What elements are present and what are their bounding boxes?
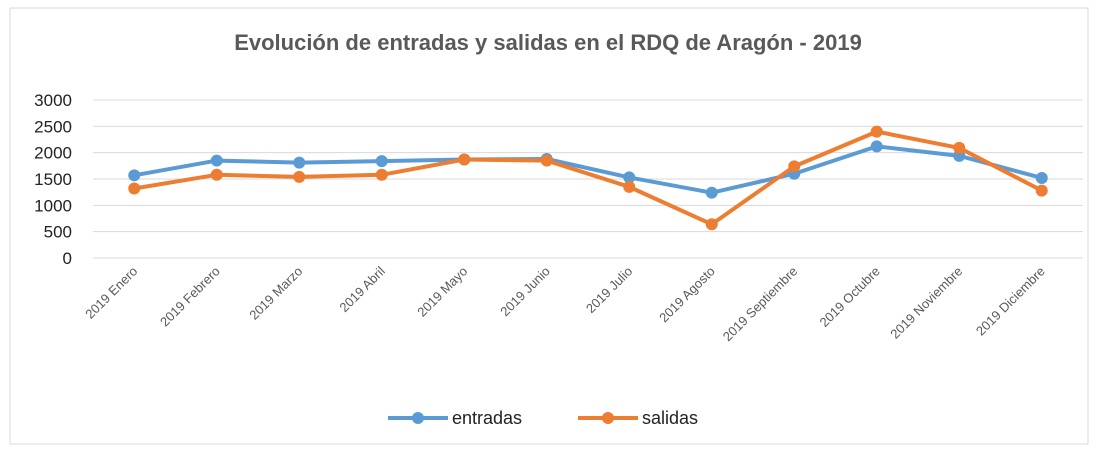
point xyxy=(128,182,141,195)
series-line xyxy=(133,144,1043,195)
point xyxy=(458,153,471,166)
point xyxy=(623,171,636,184)
point xyxy=(953,141,966,154)
legend-label: salidas xyxy=(642,408,698,428)
point xyxy=(375,168,388,181)
y-tick-label: 0 xyxy=(63,249,72,268)
point xyxy=(375,155,388,168)
point xyxy=(128,169,141,182)
y-tick-label: 1000 xyxy=(34,196,72,215)
point xyxy=(540,154,553,167)
series-line xyxy=(133,129,1043,227)
y-tick-label: 3000 xyxy=(34,91,72,110)
y-tick-label: 2000 xyxy=(34,144,72,163)
legend-marker xyxy=(602,412,614,424)
point xyxy=(705,218,718,231)
point xyxy=(623,180,636,193)
point xyxy=(788,160,801,173)
point xyxy=(210,154,223,167)
point xyxy=(1035,184,1048,197)
chart-title: Evolución de entradas y salidas en el RD… xyxy=(234,30,862,55)
y-tick-label: 2500 xyxy=(34,117,72,136)
point xyxy=(1035,171,1048,184)
point xyxy=(293,170,306,183)
y-tick-label: 1500 xyxy=(34,170,72,189)
point xyxy=(293,156,306,169)
chart-frame xyxy=(9,7,1089,445)
legend-label: entradas xyxy=(452,408,522,428)
point xyxy=(210,168,223,181)
y-tick-label: 500 xyxy=(44,223,72,242)
legend-marker xyxy=(412,412,424,424)
point xyxy=(705,186,718,199)
point xyxy=(870,125,883,138)
point xyxy=(870,140,883,153)
